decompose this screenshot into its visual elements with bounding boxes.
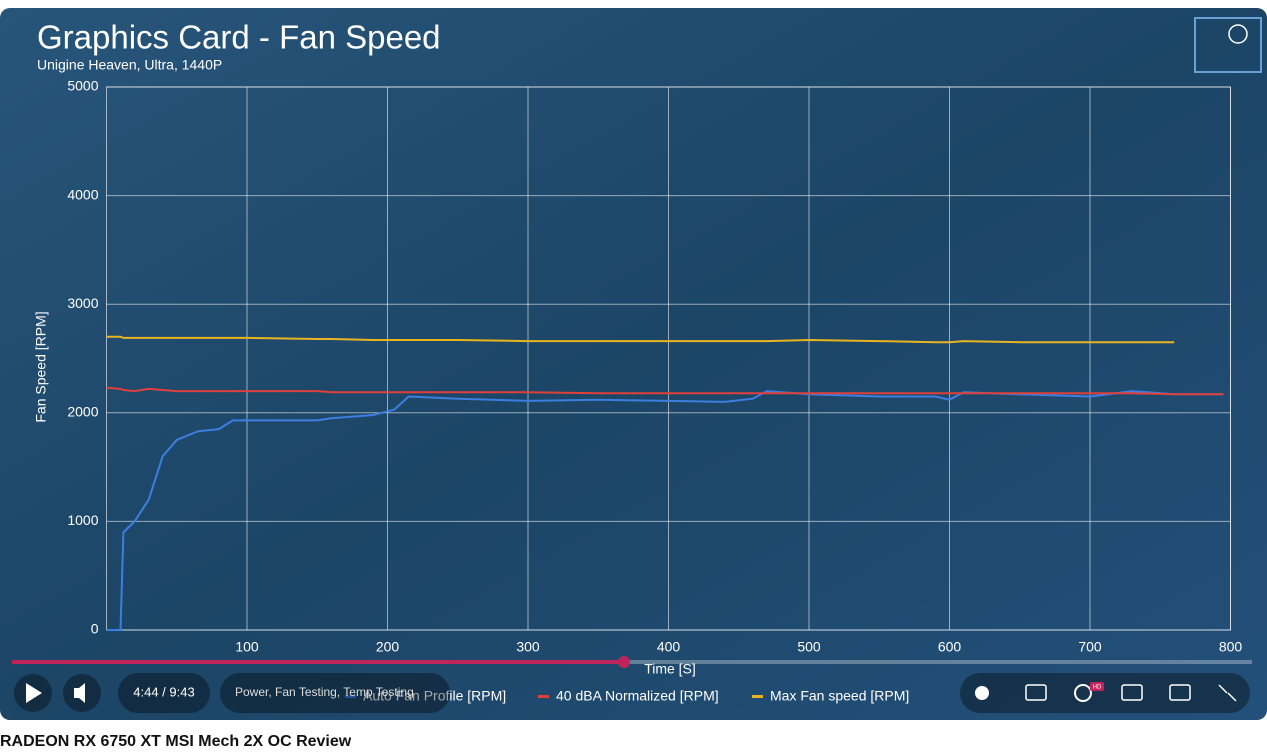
x-tick-label: 400 [657,639,681,655]
progress-played [12,660,624,664]
video-title: RADEON RX 6750 XT MSI Mech 2X OC Review [0,733,352,749]
video-frame[interactable] [0,8,1267,720]
controls-pill [960,673,1250,713]
x-tick-label: 700 [1078,639,1102,655]
play-icon [26,683,42,703]
line-series [106,335,1175,344]
legend-label: 40 dBA Normalized [RPM] [556,688,719,704]
line-series [106,386,1224,396]
legend-swatch [538,695,549,698]
x-axis-label: Time [S] [644,661,696,677]
hd-label: HD [1093,685,1102,691]
legend-label: Auto Fan Profile [RPM] [363,688,506,704]
time-display: 4:44 / 9:43 [133,684,194,699]
hd-badge [1090,682,1104,691]
cast-button[interactable] [1169,684,1191,701]
chapter-title[interactable]: Power, Fan Testing, Temp Testing [235,685,414,699]
progress-handle[interactable] [618,656,630,668]
captions-button[interactable] [1025,684,1047,701]
settings-button[interactable] [1074,684,1092,702]
progress-track[interactable] [12,660,1252,664]
autoplay-toggle[interactable] [975,686,989,700]
legend-label: Max Fan speed [RPM] [770,688,909,704]
volume-icon [74,683,85,703]
y-tick-label: 4000 [67,186,98,202]
y-tick-label: 3000 [67,295,98,311]
chart-title: Graphics Card - Fan Speed [37,19,441,56]
y-axis-label: Fan Speed [RPM] [33,311,49,422]
legend-swatch [752,695,763,698]
x-tick-label: 100 [235,639,259,655]
logo [1194,17,1262,73]
chapter-pill[interactable] [220,673,450,713]
chart-subtitle: Unigine Heaven, Ultra, 1440P [37,57,222,73]
x-tick-label: 800 [1219,639,1243,655]
info-icon[interactable] [1228,24,1248,44]
line-series [106,390,1224,631]
y-tick-label: 1000 [67,512,98,528]
time-pill [118,673,210,713]
x-tick-label: 300 [516,639,540,655]
y-tick-label: 5000 [67,78,98,94]
legend-swatch [345,695,356,698]
x-tick-label: 500 [797,639,821,655]
x-tick-label: 200 [376,639,400,655]
y-tick-label: 2000 [67,404,98,420]
y-tick-label: 0 [91,621,99,637]
miniplayer-button[interactable] [1121,684,1143,701]
x-tick-label: 600 [938,639,962,655]
